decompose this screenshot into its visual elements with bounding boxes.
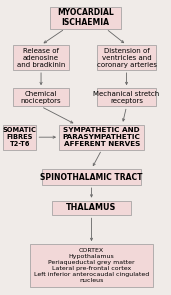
FancyBboxPatch shape — [42, 169, 141, 185]
Text: THALAMUS: THALAMUS — [66, 204, 117, 212]
Text: SYMPATHETIC AND
PARASYMPATHETIC
AFFERENT NERVES: SYMPATHETIC AND PARASYMPATHETIC AFFERENT… — [63, 127, 141, 147]
Text: Distension of
ventricles and
coronary arteries: Distension of ventricles and coronary ar… — [97, 47, 156, 68]
Text: Chemical
nociceptors: Chemical nociceptors — [21, 91, 61, 104]
FancyBboxPatch shape — [13, 88, 69, 106]
FancyBboxPatch shape — [59, 124, 144, 150]
FancyBboxPatch shape — [30, 244, 153, 287]
FancyBboxPatch shape — [52, 201, 131, 215]
Text: Release of
adenosine
and bradkinin: Release of adenosine and bradkinin — [17, 47, 65, 68]
Text: SOMATIC
FIBRES
T2-T6: SOMATIC FIBRES T2-T6 — [3, 127, 37, 147]
Text: CORTEX
Hypothalamus
Periaqueductal grey matter
Lateral pre-frontal cortex
Left i: CORTEX Hypothalamus Periaqueductal grey … — [34, 248, 149, 283]
FancyBboxPatch shape — [97, 45, 156, 70]
FancyBboxPatch shape — [13, 45, 69, 70]
Text: Mechanical stretch
receptors: Mechanical stretch receptors — [93, 91, 160, 104]
FancyBboxPatch shape — [50, 7, 121, 29]
Text: MYOCARDIAL
ISCHAEMIA: MYOCARDIAL ISCHAEMIA — [57, 8, 114, 27]
Text: SPINOTHALAMIC TRACT: SPINOTHALAMIC TRACT — [40, 173, 143, 181]
FancyBboxPatch shape — [3, 124, 36, 150]
FancyBboxPatch shape — [97, 88, 156, 106]
